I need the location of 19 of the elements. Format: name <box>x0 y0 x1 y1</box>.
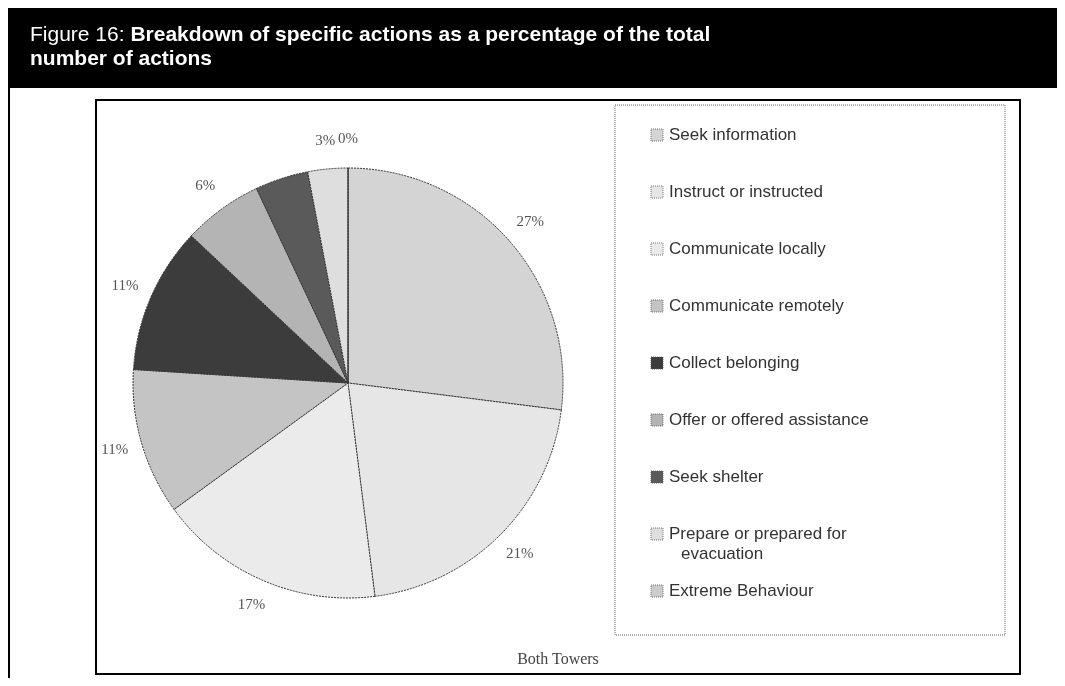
chart-title: Figure 16: Breakdown of specific actions as a percentage of the total number of actions <box>30 22 711 69</box>
data-label: 3% <box>315 131 336 148</box>
legend-label: Offer or offered assistance <box>669 410 869 430</box>
text: Both Towers <box>517 650 599 667</box>
legend-label: Communicate remotely <box>669 296 845 316</box>
legend-label: Extreme Behaviour <box>669 581 814 601</box>
data-label: 11% <box>111 276 139 293</box>
legend-label: Collect belonging <box>669 353 800 373</box>
legend-label: Communicate locally <box>669 239 827 259</box>
data-label: 17% <box>237 596 266 613</box>
data-label: 11% <box>101 441 129 458</box>
text: 0% <box>338 130 358 147</box>
legend-label: Seek information <box>669 125 797 145</box>
legend-label: Instruct or instructed <box>669 182 824 202</box>
data-label: 6% <box>195 176 216 193</box>
data-label: 27% <box>516 212 545 229</box>
legend-label: Prepare or prepared for evacuation <box>669 524 847 564</box>
data-label: 21% <box>506 545 534 562</box>
legend-label: Seek shelter <box>669 467 764 487</box>
